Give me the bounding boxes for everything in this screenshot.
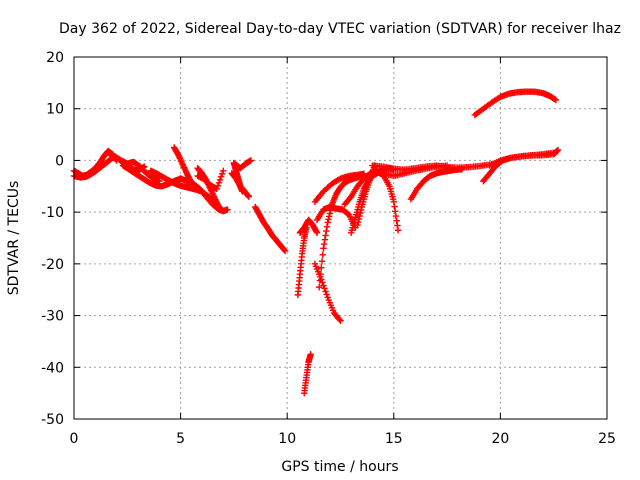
data-point [552, 96, 560, 104]
x-axis-title: GPS time / hours [281, 459, 398, 475]
data-point [354, 221, 361, 229]
series-arc-26 [407, 166, 466, 203]
data-point [281, 246, 288, 254]
data-point [218, 170, 226, 177]
data-point [392, 208, 399, 215]
data-point [355, 218, 362, 226]
data-point [335, 176, 343, 183]
data-point [320, 240, 328, 248]
axis-ticks: 0 5 10 15 20 25 -50 -40 -30 -20 -10 0 10 20 [41, 50, 616, 447]
data-point [321, 236, 329, 243]
series-arc-03 [104, 149, 163, 185]
data-point [315, 283, 323, 291]
grid [74, 57, 607, 419]
data-point [390, 198, 397, 205]
y-tick-label: 10 [46, 102, 64, 118]
y-tick-label: -40 [41, 360, 64, 376]
data-point [321, 285, 328, 292]
chart-title: Day 362 of 2022, Sidereal Day-to-day VTE… [59, 21, 621, 37]
data-series [70, 88, 562, 397]
data-point [327, 207, 334, 214]
series-arc-17 [311, 260, 344, 324]
x-tick-label: 25 [598, 431, 616, 447]
data-point [320, 245, 327, 252]
y-tick-label: -20 [41, 257, 64, 273]
series-arc-12 [230, 157, 255, 172]
data-point [322, 232, 329, 239]
series-arc-16 [301, 351, 314, 397]
data-point [313, 229, 321, 237]
data-point [393, 217, 400, 224]
data-point [244, 192, 252, 199]
data-point [216, 176, 224, 184]
x-tick-label: 10 [278, 431, 296, 447]
series-arc-20 [311, 170, 368, 205]
data-point [317, 271, 324, 278]
data-point [224, 206, 231, 213]
data-point [392, 212, 400, 220]
data-point [316, 277, 324, 284]
data-point [323, 227, 330, 235]
data-point [336, 316, 343, 323]
data-point [357, 206, 365, 214]
x-tick-label: 20 [491, 431, 509, 447]
series-arc-13 [252, 203, 289, 255]
data-point [443, 162, 451, 169]
y-tick-label: 20 [46, 50, 64, 66]
data-point [394, 222, 401, 229]
data-point [322, 288, 329, 295]
data-point [357, 209, 364, 217]
x-tick-label: 5 [176, 431, 185, 447]
data-point [220, 167, 227, 174]
series-arc-28 [486, 146, 562, 169]
data-point [245, 193, 253, 200]
data-point [328, 204, 335, 211]
data-point [391, 203, 398, 210]
data-point [174, 150, 181, 158]
data-point [323, 223, 331, 230]
data-point [217, 173, 225, 181]
series-arc-15 [296, 216, 321, 237]
data-point [281, 247, 289, 255]
data-point [213, 185, 221, 193]
data-point [355, 215, 363, 223]
y-tick-label: -10 [41, 205, 64, 221]
data-point [318, 258, 326, 265]
series-arc-29 [471, 88, 560, 119]
data-point [325, 216, 332, 223]
data-point [324, 219, 331, 226]
y-tick-label: 0 [55, 153, 64, 169]
y-tick-label: -50 [41, 412, 64, 428]
plot-frame [73, 56, 608, 420]
data-point [319, 251, 326, 259]
data-point [313, 228, 320, 235]
data-point [326, 210, 334, 217]
data-point [323, 291, 330, 298]
data-point [247, 157, 255, 164]
data-point [554, 146, 562, 154]
data-point [307, 351, 314, 358]
series-arc-24 [369, 158, 504, 173]
series-arc-25 [379, 162, 451, 180]
data-point [215, 179, 223, 187]
data-point [318, 276, 325, 283]
data-point [320, 282, 327, 289]
data-point [337, 317, 344, 324]
y-axis-title: SDTVAR / TECUs [6, 181, 22, 296]
series-arc-09 [194, 167, 227, 193]
series-arc-14 [294, 224, 310, 299]
data-point [318, 264, 325, 271]
series-arc-11 [228, 170, 253, 200]
y-tick-label: -30 [41, 309, 64, 325]
data-point [394, 227, 402, 234]
x-tick-label: 0 [70, 431, 79, 447]
x-tick-label: 15 [385, 431, 403, 447]
data-point [356, 212, 363, 220]
data-point [458, 166, 466, 173]
data-point [325, 213, 333, 220]
data-point [214, 182, 222, 190]
